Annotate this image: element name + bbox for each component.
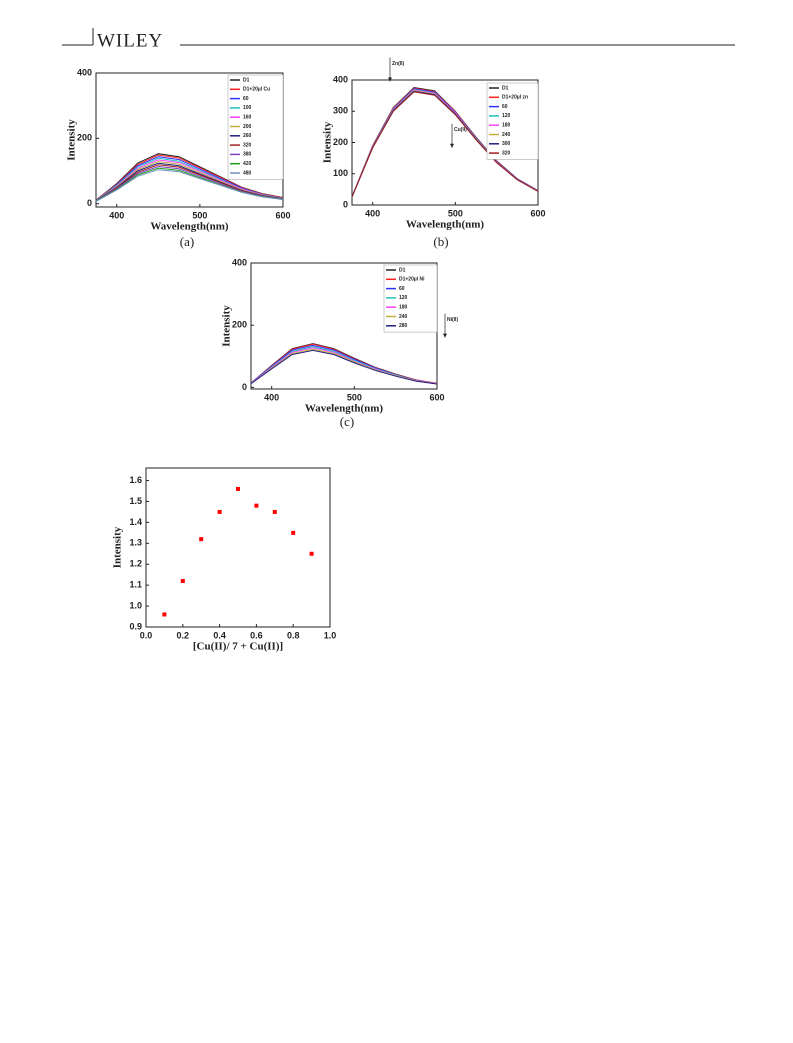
legend-label: 380 (243, 152, 252, 158)
data-point (217, 509, 222, 514)
y-tick-label: 200 (232, 320, 247, 330)
x-axis-label: Wavelength(nm) (150, 221, 229, 233)
x-axis-label: Wavelength(nm) (406, 219, 485, 231)
y-tick-label: 0.9 (129, 621, 142, 631)
data-point (309, 551, 314, 556)
y-axis-label: Intensity (66, 119, 78, 161)
x-tick-label: 0.4 (213, 630, 226, 640)
annotation: Cu(II) (454, 127, 467, 133)
legend-label: 100 (243, 105, 252, 111)
y-tick-label: 1.5 (129, 496, 142, 506)
x-tick-label: 400 (109, 210, 124, 220)
panel-label: (c) (340, 414, 354, 429)
data-point (180, 578, 185, 583)
y-tick-label: 400 (333, 74, 348, 84)
plot-frame (145, 467, 331, 628)
y-tick-label: 300 (333, 106, 348, 116)
y-tick-label: 200 (333, 137, 348, 147)
data-point (291, 530, 296, 535)
annotation-arrowhead (443, 333, 447, 338)
legend-label: 120 (502, 113, 511, 119)
x-axis-label: [Cu(II)/ 7 + Cu(II)] (193, 641, 283, 653)
y-tick-label: 1.1 (129, 580, 142, 590)
legend-label: D1+20µl zn (502, 95, 528, 101)
x-tick-label: 0.6 (250, 630, 263, 640)
y-tick-label: 400 (77, 67, 92, 77)
legend-label: D1 (243, 77, 250, 83)
annotation-arrowhead (388, 77, 392, 82)
y-tick-label: 0 (343, 199, 348, 209)
y-tick-label: 1.4 (129, 517, 142, 527)
data-point (162, 612, 167, 617)
x-tick-label: 0.2 (177, 630, 190, 640)
y-tick-label: 1.6 (129, 475, 142, 485)
legend-label: 180 (399, 305, 408, 311)
annotation-arrowhead (450, 143, 454, 148)
y-axis-label: Intensity (112, 526, 124, 568)
legend-label: 60 (399, 286, 405, 292)
y-tick-label: 200 (77, 133, 92, 143)
y-tick-label: 1.2 (129, 559, 142, 569)
y-tick-label: 1.3 (129, 538, 142, 548)
x-tick-label: 0.0 (140, 630, 153, 640)
legend-label: 160 (243, 115, 252, 121)
legend-label: 320 (502, 150, 511, 156)
legend-label: 200 (243, 124, 252, 130)
legend-label: D1 (502, 85, 509, 91)
data-point (272, 509, 277, 514)
legend-label: 180 (502, 123, 511, 129)
legend-label: D1+20µl Cu (243, 87, 270, 93)
y-tick-label: 1.0 (129, 600, 142, 610)
legend-label: 280 (399, 323, 408, 329)
legend-label: 260 (243, 133, 252, 139)
x-tick-label: 400 (264, 392, 279, 402)
legend-box (486, 82, 539, 160)
spectrum-line (95, 169, 284, 202)
legend-label: 240 (399, 314, 408, 320)
publisher-logo: WILEY (97, 30, 163, 51)
spectrum-line (250, 349, 438, 385)
x-tick-label: 500 (192, 210, 207, 220)
y-axis-label: Intensity (322, 121, 334, 163)
panel-label: (a) (180, 234, 194, 249)
panel-label: (b) (433, 234, 448, 249)
legend-label: 120 (399, 295, 408, 301)
x-tick-label: 500 (347, 392, 362, 402)
x-tick-label: 1.0 (324, 630, 337, 640)
data-point (236, 486, 240, 491)
annotation: Ni(II) (447, 317, 458, 323)
annotation: Zn(II) (392, 61, 405, 67)
x-tick-label: 600 (275, 210, 290, 220)
x-tick-label: 0.8 (287, 630, 300, 640)
legend-label: D1 (399, 267, 406, 273)
y-tick-label: 400 (232, 257, 247, 267)
legend-label: 300 (502, 141, 511, 147)
x-tick-label: 500 (448, 208, 463, 218)
data-point (199, 537, 204, 542)
legend-label: 240 (502, 132, 511, 138)
legend-label: 480 (243, 170, 252, 176)
y-axis-label: Intensity (221, 305, 233, 347)
legend-label: 60 (502, 104, 508, 110)
legend-label: 60 (243, 96, 249, 102)
legend-label: 420 (243, 161, 252, 167)
x-tick-label: 600 (429, 392, 444, 402)
legend-label: D1+20µl Ni (399, 277, 425, 283)
y-tick-label: 0 (242, 382, 247, 392)
y-tick-label: 0 (87, 198, 92, 208)
x-tick-label: 400 (365, 208, 380, 218)
x-tick-label: 600 (530, 208, 545, 218)
y-tick-label: 100 (333, 168, 348, 178)
spectrum-line (351, 91, 539, 198)
x-axis-label: Wavelength(nm) (305, 403, 384, 415)
data-point (254, 503, 259, 508)
legend-label: 320 (243, 142, 252, 148)
